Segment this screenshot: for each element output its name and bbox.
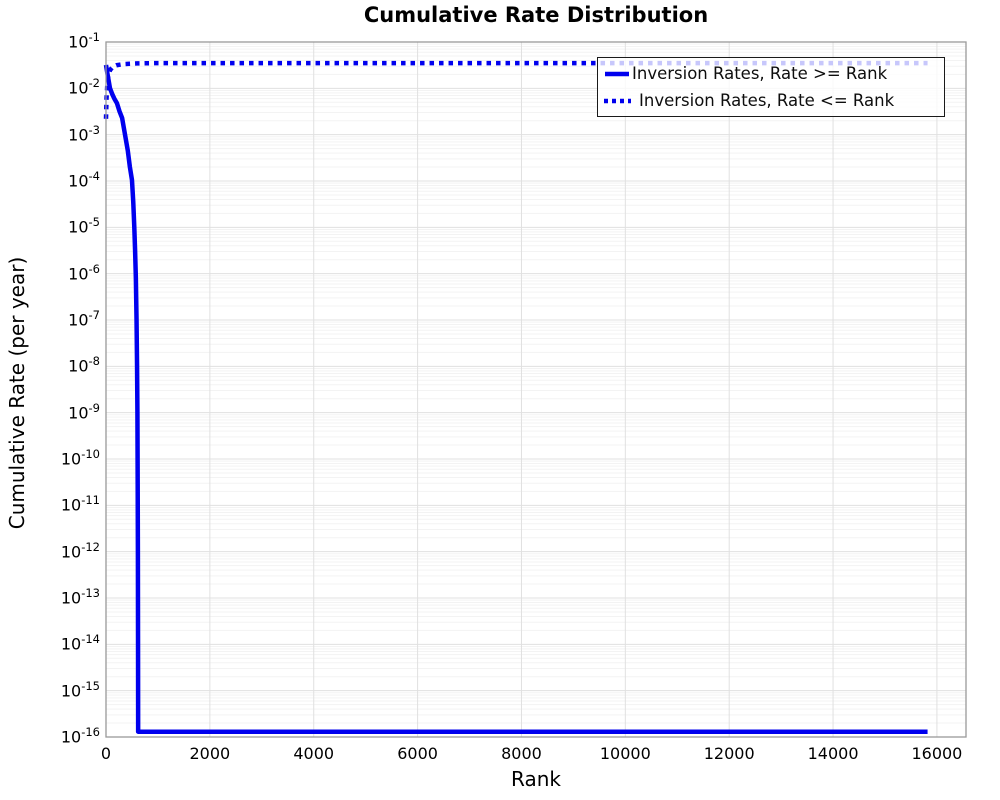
- y-tick-label: 10-6: [68, 261, 100, 283]
- solid-line-sample-icon: [605, 71, 629, 76]
- x-tick-label: 12000: [703, 744, 755, 763]
- y-tick-label: 10-2: [68, 76, 100, 98]
- plot-background: [106, 42, 966, 737]
- x-tick-label: 6000: [397, 744, 438, 763]
- dotted-line-sample-icon: [604, 98, 631, 103]
- y-tick-label: 10-11: [60, 493, 100, 515]
- chart-title: Cumulative Rate Distribution: [363, 3, 709, 27]
- y-tick-label: 10-16: [60, 725, 100, 747]
- y-tick-label: 10-8: [68, 354, 100, 376]
- legend-label-solid: Inversion Rates, Rate >= Rank: [632, 64, 888, 83]
- x-tick-label: 14000: [807, 744, 859, 763]
- axes-spines: [105, 41, 967, 738]
- y-tick-label: 10-10: [60, 447, 100, 469]
- y-tick-label: 10-1: [68, 30, 100, 52]
- y-tick-label: 10-4: [68, 169, 100, 191]
- x-tick-label: 10000: [599, 744, 651, 763]
- x-tick-label: 8000: [501, 744, 542, 763]
- y-tick-label: 10-7: [68, 308, 100, 330]
- y-tick-label: 10-9: [68, 400, 100, 422]
- y-tick-label: 10-3: [68, 122, 100, 144]
- x-tick-label: 16000: [911, 744, 963, 763]
- legend: Inversion Rates, Rate >= Rank Inversion …: [597, 57, 945, 117]
- x-tick-label: 4000: [293, 744, 335, 763]
- y-tick-label: 10-15: [60, 678, 100, 700]
- x-tick-label: 2000: [189, 744, 231, 763]
- y-axis-label: Cumulative Rate (per year): [5, 256, 29, 530]
- x-tick-label: 0: [100, 744, 112, 763]
- series-line-dotted: [103, 60, 928, 119]
- y-tick-label: 10-13: [60, 586, 100, 608]
- y-tick-label: 10-12: [60, 539, 100, 561]
- y-tick-label: 10-5: [68, 215, 100, 237]
- legend-row-dotted: Inversion Rates, Rate <= Rank: [598, 87, 944, 114]
- legend-label-dotted: Inversion Rates, Rate <= Rank: [639, 91, 895, 110]
- series-line-solid: [103, 64, 928, 734]
- y-tick-label: 10-14: [60, 632, 100, 654]
- x-axis-label: Rank: [511, 767, 561, 791]
- legend-row-solid: Inversion Rates, Rate >= Rank: [598, 60, 944, 87]
